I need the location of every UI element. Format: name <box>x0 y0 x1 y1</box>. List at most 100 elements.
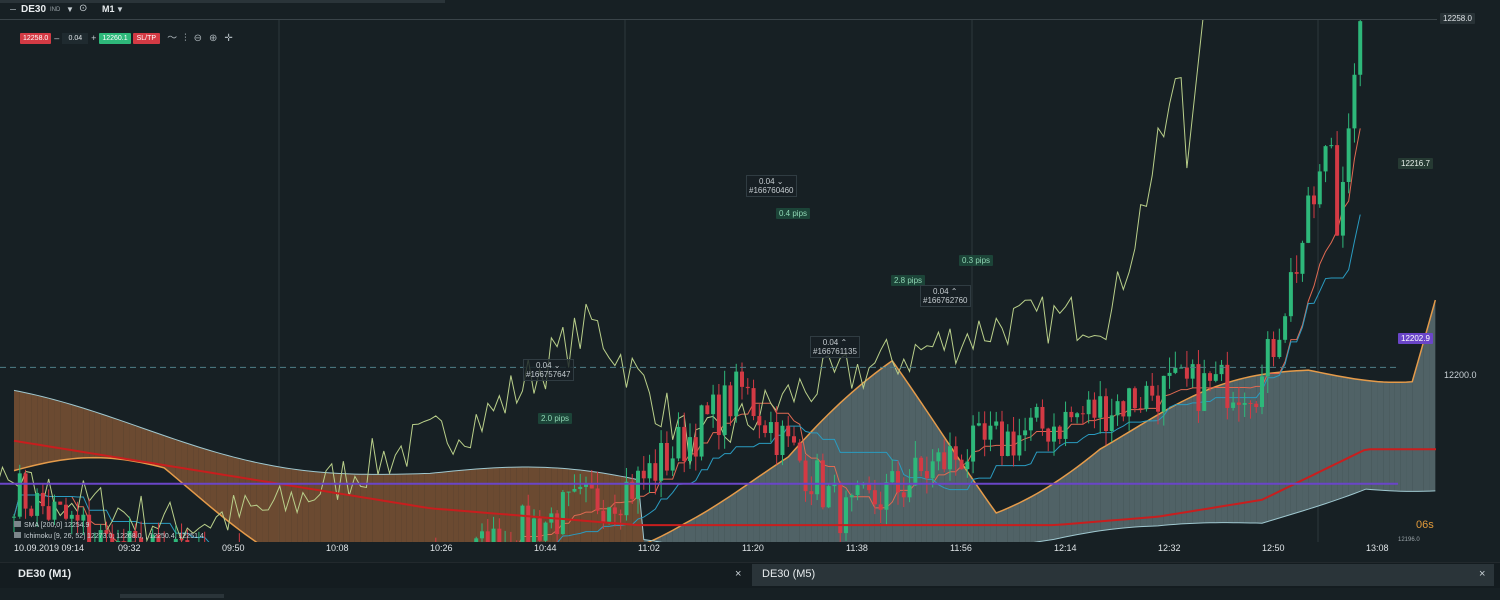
price-chart[interactable] <box>0 20 1440 542</box>
bear-candle <box>786 425 791 437</box>
bull-candle <box>1283 316 1288 340</box>
quantity-field[interactable]: 0.04 <box>62 32 89 44</box>
tab-label[interactable]: DE30 (M5) <box>762 568 816 580</box>
cloud-segment <box>1106 442 1112 530</box>
price-axis-label: 12200.0 <box>1444 370 1477 380</box>
bear-candle <box>664 442 669 471</box>
crosshair-icon[interactable]: ✛ <box>224 32 233 44</box>
cloud-segment <box>1302 370 1309 511</box>
bear-candle <box>809 491 814 495</box>
order-marker-2[interactable]: 0.04 ⌄ #166760460 <box>746 175 797 197</box>
order-marker-4[interactable]: 0.04 ⌃ #166762760 <box>920 285 971 307</box>
tab-de30-m1[interactable]: DE30 (M1) <box>18 568 72 580</box>
time-label: 10:44 <box>534 543 557 553</box>
bull-candle <box>1242 402 1247 405</box>
bull-candle <box>768 422 773 434</box>
cloud-segment <box>366 474 373 542</box>
cloud-segment <box>412 473 419 542</box>
zoom-in-icon[interactable]: ⊕ <box>208 32 218 44</box>
bear-candle <box>803 460 808 492</box>
cloud-segment <box>25 392 32 468</box>
cloud-segment <box>250 461 257 542</box>
cloud-segment <box>297 469 303 542</box>
buy-button[interactable]: 12260.1 <box>99 32 131 44</box>
trade-panel: 12258.0 – 0.04 + 12260.1 SL/TP 〜 ⫶ ⊖ ⊕ ✛ <box>20 32 233 44</box>
bull-candle <box>1173 367 1178 373</box>
visibility-icon[interactable] <box>14 532 21 538</box>
cloud-segment <box>1290 370 1297 515</box>
zoom-out-icon[interactable]: ⊖ <box>193 32 202 44</box>
horizontal-line-tag[interactable]: 12202.9 <box>1398 333 1433 344</box>
bear-candle <box>40 492 45 507</box>
cloud-segment <box>1158 411 1164 526</box>
clock-icon[interactable]: ⊙ <box>79 3 88 14</box>
legend-ichimoku[interactable]: Ichimoku [9, 26, 52] 12273.0, 12268.0, ,… <box>14 531 204 542</box>
sell-button[interactable]: 12258.0 <box>20 32 52 44</box>
cloud-segment <box>851 387 858 542</box>
bear-candle <box>1121 401 1126 417</box>
bear-candle <box>959 459 964 470</box>
cloud-segment <box>326 472 332 542</box>
bull-candle <box>1034 406 1039 418</box>
menu-dash-icon[interactable] <box>10 9 16 10</box>
bull-candle <box>976 423 981 426</box>
symbol-dropdown-icon[interactable]: ▼ <box>66 5 74 14</box>
bear-candle <box>901 492 906 498</box>
bull-candle <box>578 486 583 489</box>
cloud-segment <box>1169 405 1176 525</box>
cloud-segment <box>210 450 217 512</box>
close-icon[interactable]: × <box>1479 568 1486 580</box>
bear-candle <box>630 481 635 499</box>
bear-candle <box>1271 339 1276 358</box>
bull-candle <box>624 481 629 516</box>
bull-candle <box>647 463 652 479</box>
bull-candle <box>584 483 588 487</box>
bull-candle <box>17 473 22 517</box>
cloud-segment <box>661 533 667 542</box>
time-label: 11:38 <box>846 543 868 553</box>
bear-candle <box>1057 426 1062 439</box>
bull-candle <box>688 437 692 462</box>
bear-candle <box>751 388 756 417</box>
cloud-segment <box>464 469 471 542</box>
order-marker-3[interactable]: 0.04 ⌃ #166761135 <box>810 336 860 358</box>
close-icon[interactable]: × <box>735 568 742 580</box>
bear-candle <box>58 501 63 505</box>
indicators-icon[interactable]: ⫶ <box>184 32 187 44</box>
tenkan-line <box>13 128 1361 542</box>
cloud-segment <box>1319 372 1326 506</box>
cloud-segment <box>1100 445 1106 531</box>
symbol-name[interactable]: DE30 <box>21 4 47 15</box>
cloud-segment <box>1048 483 1054 541</box>
bear-candle <box>595 488 600 511</box>
legend-sma[interactable]: SMA [200,0] 12254.9 <box>14 520 204 531</box>
cloud-segment <box>94 411 101 458</box>
line-chart-icon[interactable]: 〜 <box>167 32 178 44</box>
cloud-segment <box>898 368 904 542</box>
quantity-increase-button[interactable]: + <box>91 32 97 43</box>
tab-de30-m5[interactable] <box>752 564 1494 586</box>
bear-candle <box>867 483 872 491</box>
sltp-button[interactable]: SL/TP <box>132 32 161 44</box>
timeframe-select[interactable]: M1 <box>102 4 115 14</box>
cloud-segment <box>1129 428 1135 528</box>
sma-line <box>13 439 1436 527</box>
cloud-segment <box>718 499 725 542</box>
bear-candle <box>1208 373 1212 381</box>
bear-candle <box>1312 195 1316 205</box>
bear-candle <box>1092 399 1097 418</box>
cloud-segment <box>1400 382 1407 492</box>
bull-candle <box>1346 128 1351 182</box>
top-strip <box>0 0 445 3</box>
cloud-segment <box>354 474 361 542</box>
timeframe-dropdown-icon[interactable]: ▼ <box>116 5 124 14</box>
quantity-decrease-button[interactable]: – <box>54 32 60 43</box>
cloud-segment <box>42 396 49 464</box>
horizontal-scrollbar[interactable] <box>120 594 224 598</box>
cloud-segment <box>146 429 153 466</box>
order-marker-1[interactable]: 0.04 ⌄ #166757647 <box>523 359 574 381</box>
visibility-icon[interactable] <box>14 521 21 527</box>
indicator-legend: SMA [200,0] 12254.9 Ichimoku [9, 26, 52]… <box>14 520 204 542</box>
cloud-segment <box>1325 373 1332 504</box>
cloud-segment <box>510 467 517 542</box>
